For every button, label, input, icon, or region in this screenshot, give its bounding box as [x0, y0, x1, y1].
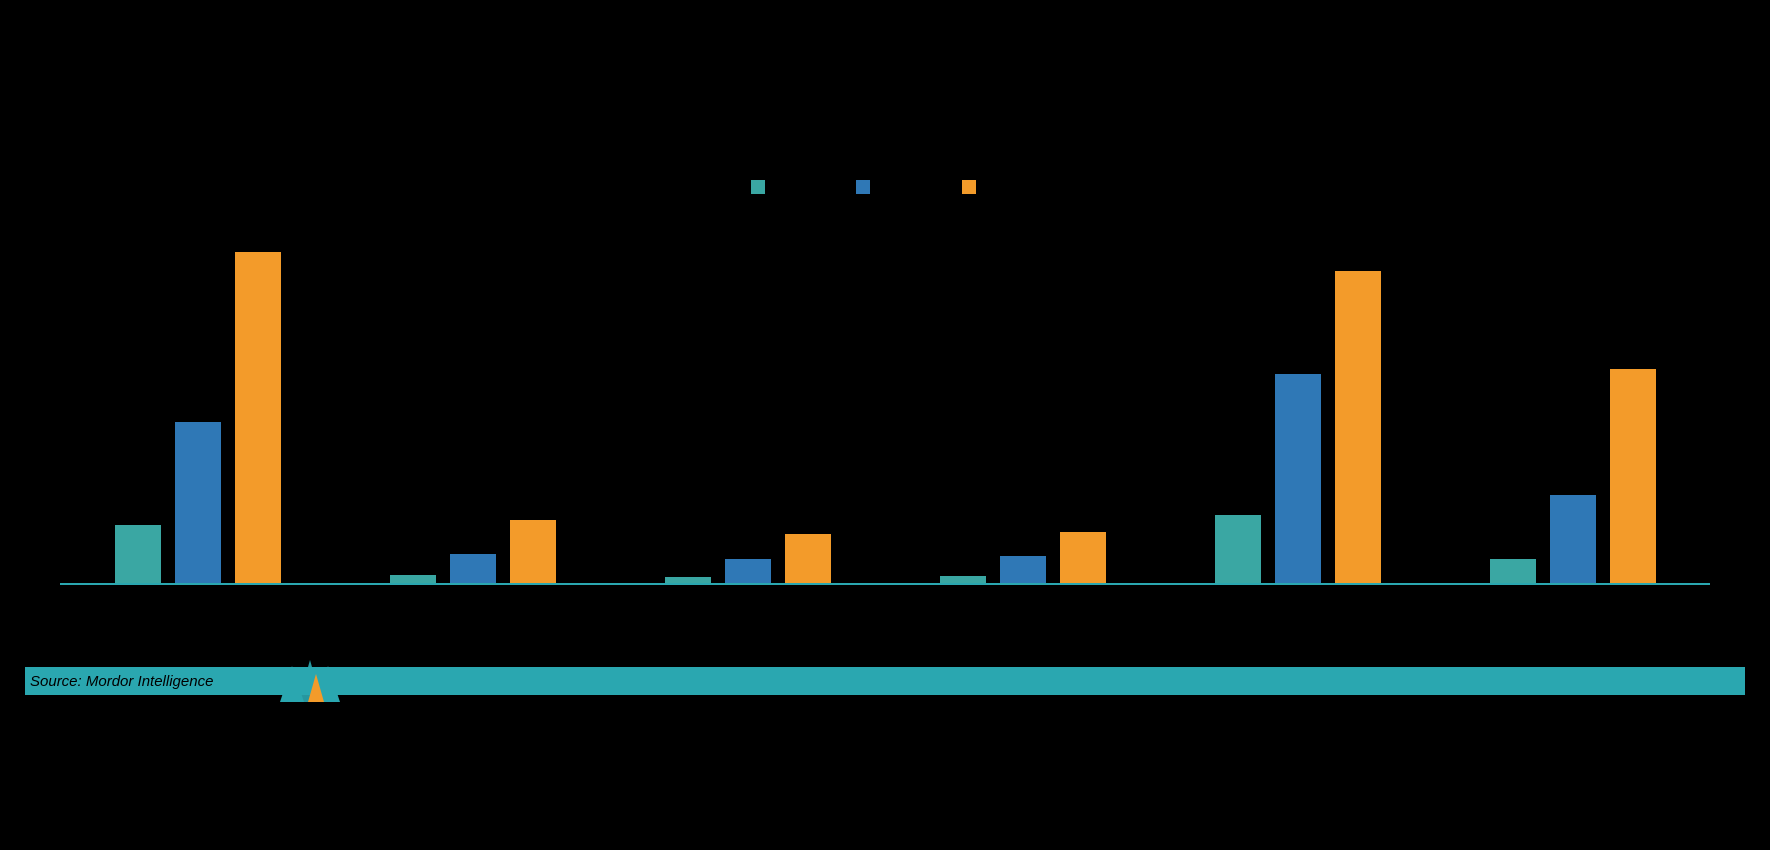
brand-name-bottom: INTELLIGENCE: [1586, 821, 1740, 836]
bar-groups: [60, 215, 1710, 583]
bar-group: [1435, 215, 1710, 583]
bar-group: [610, 215, 885, 583]
bar: [175, 422, 221, 583]
bar: [1550, 495, 1596, 583]
x-axis-label: AI Applications: [610, 592, 885, 626]
bar-group: [885, 215, 1160, 583]
legend-item: 2024: [962, 178, 1019, 195]
legend-label: 2024: [986, 178, 1019, 195]
bar: [1275, 374, 1321, 583]
legend-item: 2021: [856, 178, 913, 195]
bar: [1000, 556, 1046, 583]
x-axis: [60, 583, 1710, 585]
x-axis-label: Application Development and Deployment: [1435, 592, 1710, 626]
bar: [1610, 369, 1656, 583]
legend-label: 2021: [880, 178, 913, 195]
legend-swatch: [751, 180, 765, 194]
x-axis-label: Data: [60, 592, 335, 626]
bar: [1215, 515, 1261, 583]
bar: [1335, 271, 1381, 583]
bar: [785, 534, 831, 583]
legend: 2019 2021 2024: [0, 178, 1770, 195]
bar: [725, 559, 771, 583]
legend-swatch: [856, 180, 870, 194]
bar-group: [335, 215, 610, 583]
legend-item: 2019: [751, 178, 808, 195]
bar: [115, 525, 161, 583]
legend-swatch: [962, 180, 976, 194]
bar: [390, 575, 436, 583]
brand-logo-icon: [280, 660, 350, 702]
title-line-1: Information and Communication Technology…: [60, 30, 1710, 60]
bar-group: [60, 215, 335, 583]
bar: [1060, 532, 1106, 583]
bar: [235, 252, 281, 583]
chart-title: Information and Communication Technology…: [60, 30, 1710, 89]
x-axis-label: AI Platforms: [335, 592, 610, 626]
legend-label: 2019: [775, 178, 808, 195]
brand-name-top: MORDOR: [1586, 796, 1740, 819]
brand-wordmark: MORDOR INTELLIGENCE: [1586, 796, 1740, 836]
x-axis-labels: DataAI PlatformsAI ApplicationsBlockchai…: [60, 592, 1710, 626]
bar-group: [1160, 215, 1435, 583]
bar: [1490, 559, 1536, 583]
x-axis-label: Big Data and Analytics: [1160, 592, 1435, 626]
title-line-2: In USD Billion, by Technology Area, Glob…: [60, 60, 1710, 90]
bar: [940, 576, 986, 583]
plot-area: [60, 215, 1710, 585]
x-axis-label: Blockchain: [885, 592, 1160, 626]
bar: [510, 520, 556, 583]
source-attribution: Source: Mordor Intelligence: [30, 673, 213, 690]
bar: [450, 554, 496, 583]
chart-page: Information and Communication Technology…: [0, 0, 1770, 850]
